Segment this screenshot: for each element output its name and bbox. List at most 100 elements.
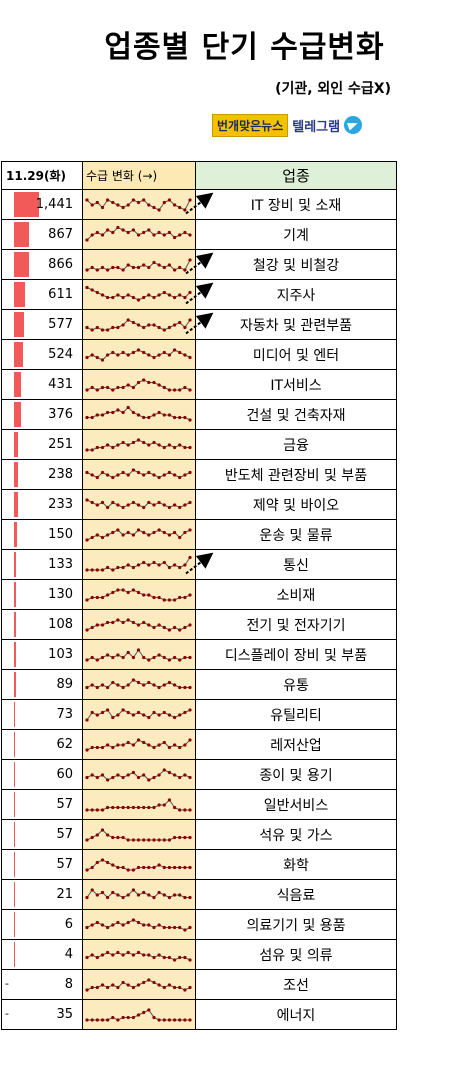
sparkline-point [121, 587, 125, 592]
sparkline-point [183, 955, 187, 959]
sparkline [85, 257, 192, 272]
sparkline-point [111, 890, 115, 894]
sparkline-point [147, 622, 151, 627]
sparkline-cell [82, 969, 196, 1000]
sector-name: 섬유 및 의류 [195, 939, 397, 970]
sparkline-point [90, 202, 94, 207]
sparkline-point [152, 502, 156, 507]
value-bar [14, 642, 16, 667]
sparkline-point [188, 622, 192, 627]
sparkline-point [162, 710, 166, 714]
sparkline-point [173, 472, 177, 477]
value-bar [14, 252, 30, 277]
sparkline-point [183, 685, 187, 689]
sparkline-point [147, 322, 151, 327]
sparkline-point [131, 350, 135, 354]
value-text: 1,441 [35, 197, 73, 212]
table-row: 577 자동차 및 관련부품 [1, 309, 397, 340]
sparkline-point [126, 682, 130, 687]
sector-name: 운송 및 물류 [195, 519, 397, 550]
sparkline-point [183, 352, 187, 357]
sector-name: 조선 [195, 969, 397, 1000]
sparkline-point [178, 475, 182, 479]
sparkline-point [106, 950, 110, 954]
value-text: 57 [56, 827, 73, 842]
value-cell: 150 [1, 519, 83, 550]
table-row: 103 디스플레이 장비 및 부품 [1, 639, 397, 670]
sparkline-point [111, 745, 115, 749]
sparkline-point [106, 327, 110, 332]
sparkline-point [136, 865, 141, 869]
sparkline-point [90, 835, 94, 839]
sparkline-point [126, 530, 130, 534]
value-text: 89 [56, 677, 73, 692]
sparkline-point [95, 325, 99, 329]
value-cell: 57 [1, 819, 83, 850]
value-bar [14, 702, 16, 727]
sparkline-point [95, 685, 99, 689]
sparkline-point [147, 265, 151, 269]
sparkline-point [188, 445, 192, 449]
sparkline-point [178, 712, 182, 717]
sparkline-point [152, 530, 156, 534]
sparkline-point [95, 1017, 99, 1022]
sparkline-point [126, 590, 130, 594]
sparkline-point [157, 685, 161, 689]
sparkline-point [90, 287, 94, 292]
sparkline-point [90, 1017, 94, 1022]
sparkline-point [95, 595, 99, 599]
value-bar [14, 912, 15, 937]
sparkline-point [121, 505, 125, 509]
sparkline-point [100, 385, 105, 389]
sparkline-point [188, 835, 192, 839]
sparkline-point [100, 595, 105, 599]
sparkline-point [183, 987, 187, 992]
sparkline-point [131, 917, 135, 922]
sparkline-point [131, 712, 135, 717]
table-row: 150 운송 및 물류 [1, 519, 397, 550]
sparkline-point [183, 472, 187, 477]
sparkline-point [183, 865, 187, 869]
sparkline-point [116, 950, 120, 954]
sparkline-point [142, 890, 146, 894]
sparkline-point [136, 680, 141, 684]
sparkline-point [121, 267, 125, 272]
sparkline-point [152, 595, 156, 599]
value-cell: 133 [1, 549, 83, 580]
sector-name: 의료기기 및 용품 [195, 909, 397, 940]
sparkline [85, 647, 192, 662]
sparkline-point [111, 350, 115, 354]
sparkline-point [136, 347, 141, 352]
sparkline-point [90, 772, 94, 777]
sparkline-point [152, 655, 156, 659]
sparkline-point [90, 535, 94, 539]
sparkline-point [131, 985, 135, 989]
sparkline-point [116, 352, 120, 357]
sparkline-point [111, 445, 115, 449]
sparkline-point [95, 832, 99, 837]
sparkline-point [162, 625, 166, 629]
sparkline-point [126, 405, 130, 409]
sparkline-point [142, 865, 146, 869]
sparkline-point [106, 385, 110, 389]
sparkline-point [173, 985, 177, 989]
sparkline-point [147, 657, 151, 662]
sparkline-point [85, 657, 89, 662]
sparkline-point [90, 385, 94, 389]
sparkline-point [178, 387, 182, 392]
sparkline-point [111, 200, 115, 204]
sparkline-point [106, 652, 110, 657]
sparkline-point [147, 952, 151, 957]
sector-name: 미디어 및 엔터 [195, 339, 397, 370]
table-row: 57 화학 [1, 849, 397, 880]
sparkline-point [157, 475, 161, 479]
table-row: 57 일반서비스 [1, 789, 397, 820]
sparkline-point [111, 387, 115, 392]
sparkline-point [116, 892, 120, 897]
sparkline-point [173, 835, 177, 839]
sparkline-point [85, 775, 89, 779]
sparkline-point [100, 622, 105, 627]
sparkline-point [167, 745, 171, 749]
sparkline-point [126, 262, 130, 267]
sparkline-point [95, 502, 99, 507]
